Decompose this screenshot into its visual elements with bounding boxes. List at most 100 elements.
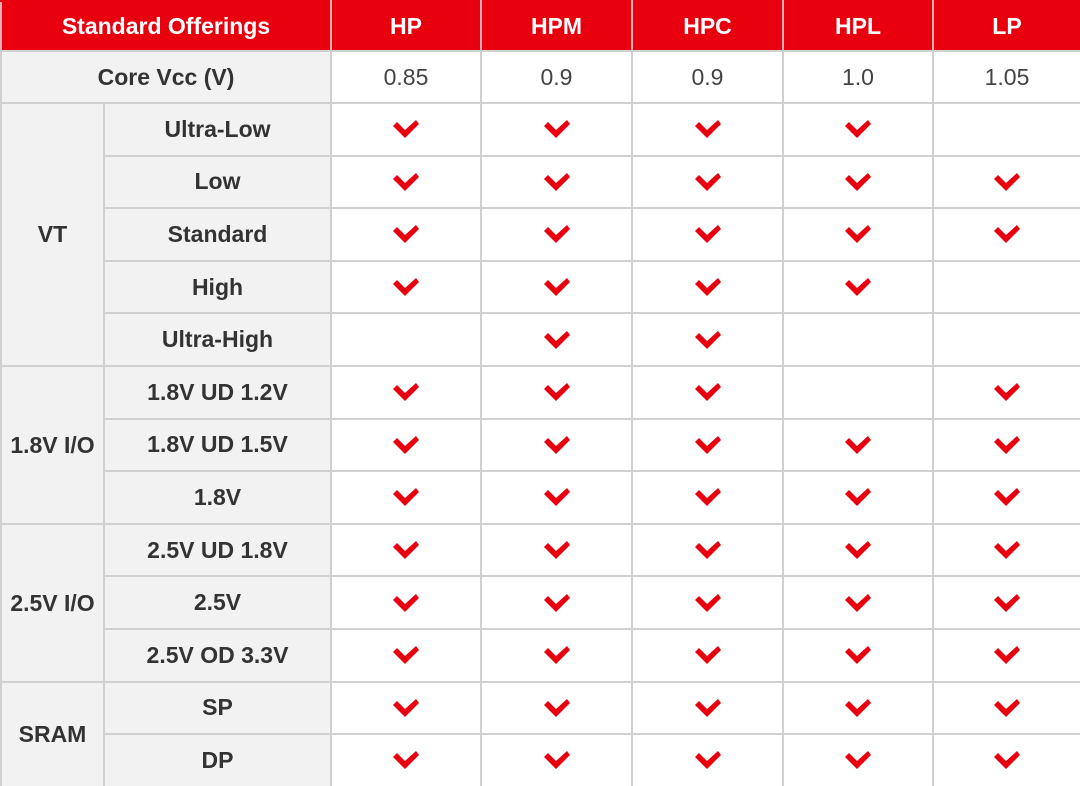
check-cell <box>480 575 633 630</box>
checkmark <box>694 488 721 507</box>
checkmark <box>694 751 721 770</box>
check-cell <box>480 733 633 786</box>
check-cell <box>480 417 633 473</box>
check-cell <box>480 627 633 683</box>
checkmark <box>393 172 419 191</box>
check-cell <box>330 627 482 683</box>
check-cell <box>480 154 633 210</box>
checkmark <box>543 172 570 191</box>
column-header: HPL <box>782 0 934 52</box>
checkmark <box>543 120 570 139</box>
checkmark <box>543 646 570 665</box>
check-cell <box>631 312 784 367</box>
checkmark <box>994 225 1020 244</box>
checkmark <box>543 278 570 297</box>
checkmark <box>994 593 1020 612</box>
check-cell <box>330 522 482 578</box>
column-header: HPM <box>480 0 633 52</box>
checkmark <box>845 541 871 560</box>
feature-row: 2.5V I/O 2.5V UD 1.8V <box>0 522 1080 683</box>
checkmark <box>543 751 570 770</box>
row-label: Ultra-High <box>103 312 332 367</box>
checkmark <box>694 225 721 244</box>
check-cell <box>480 522 633 578</box>
check-cell <box>480 312 633 367</box>
feature-row: Ultra-High <box>1 312 1080 367</box>
check-cell <box>330 207 482 262</box>
row-label: 1.8V UD 1.5V <box>103 417 332 473</box>
check-cell <box>631 259 784 315</box>
check-cell <box>932 207 1080 262</box>
checkmark <box>694 541 721 560</box>
check-cell <box>631 470 784 525</box>
check-cell <box>932 733 1080 786</box>
check-cell <box>932 259 1080 315</box>
check-cell <box>330 417 482 473</box>
check-cell <box>932 470 1080 525</box>
check-cell <box>330 733 482 786</box>
check-cell <box>932 575 1080 630</box>
check-cell <box>631 627 784 683</box>
row-label: Standard <box>103 207 332 262</box>
row-label: High <box>103 259 332 315</box>
checkmark <box>994 698 1020 717</box>
row-label: SP <box>103 680 332 736</box>
check-cell <box>782 680 934 736</box>
row-label: Core Vcc (V) <box>0 50 332 104</box>
checkmark <box>845 593 871 612</box>
checkmark <box>694 172 721 191</box>
column-header: LP <box>932 0 1080 52</box>
checkmark <box>994 488 1020 507</box>
check-cell <box>782 102 934 157</box>
check-cell <box>631 733 784 786</box>
checkmark <box>543 488 570 507</box>
group-label: 1.8V I/O <box>0 364 105 525</box>
checkmark <box>393 698 419 717</box>
checkmark <box>694 435 721 454</box>
check-cell <box>330 312 482 367</box>
feature-row: 1.8V UD 1.5V <box>1 417 1080 473</box>
checkmark <box>543 225 570 244</box>
checkmark <box>845 488 871 507</box>
row-label: 1.8V UD 1.2V <box>103 364 332 420</box>
check-cell <box>480 207 633 262</box>
row-label: 1.8V <box>103 470 332 525</box>
group-label: SRAM <box>0 680 105 786</box>
checkmark <box>393 435 419 454</box>
check-cell <box>782 575 934 630</box>
header-row: Standard Offerings HP HPM HPC HPL LP <box>0 0 1080 52</box>
check-cell <box>782 259 934 315</box>
row-label: Low <box>103 154 332 210</box>
checkmark <box>845 698 871 717</box>
check-cell <box>631 680 784 736</box>
checkmark <box>845 751 871 770</box>
check-cell <box>330 364 482 420</box>
checkmark <box>845 172 871 191</box>
feature-row: High <box>1 259 1080 315</box>
check-cell <box>782 207 934 262</box>
feature-row: DP <box>1 733 1080 786</box>
checkmark <box>694 330 721 349</box>
checkmark <box>694 383 721 402</box>
feature-row: VT Ultra-Low <box>0 102 1080 367</box>
checkmark <box>994 435 1020 454</box>
column-header: HP <box>330 0 482 52</box>
checkmark <box>845 278 871 297</box>
checkmark <box>994 646 1020 665</box>
row-label: 2.5V OD 3.3V <box>103 627 332 683</box>
checkmark <box>393 646 419 665</box>
checkmark <box>393 225 419 244</box>
feature-row: SRAM SP <box>0 680 1080 786</box>
checkmark <box>543 435 570 454</box>
check-cell <box>932 417 1080 473</box>
checkmark <box>543 541 570 560</box>
check-cell <box>631 102 784 157</box>
row-label: Ultra-Low <box>103 102 332 157</box>
group-label: VT <box>0 102 105 367</box>
vcc-row: Core Vcc (V) 0.85 0.9 0.9 1.0 1.05 <box>0 50 1080 104</box>
check-cell <box>932 522 1080 578</box>
check-cell <box>932 154 1080 210</box>
